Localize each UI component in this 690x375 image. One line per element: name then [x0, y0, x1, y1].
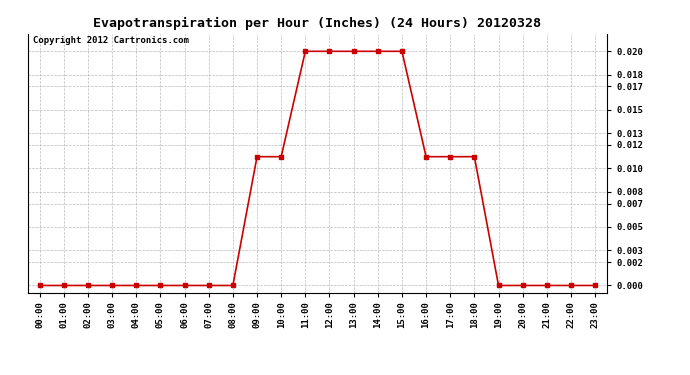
- Text: Evapotranspiration per Hour (Inches) (24 Hours) 20120328: Evapotranspiration per Hour (Inches) (24…: [93, 17, 542, 30]
- Text: Copyright 2012 Cartronics.com: Copyright 2012 Cartronics.com: [33, 36, 189, 45]
